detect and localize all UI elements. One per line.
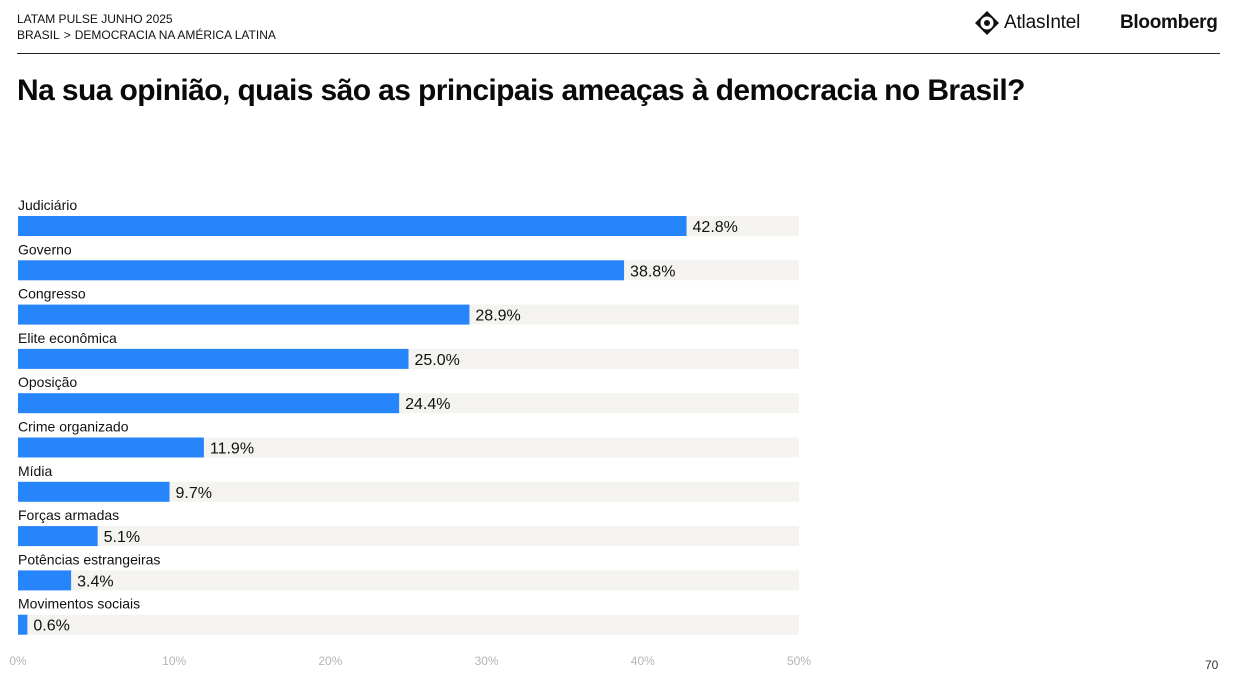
value-label: 9.7%: [176, 485, 212, 502]
header-divider: [17, 53, 1220, 54]
value-label: 3.4%: [77, 573, 113, 590]
bar: [18, 260, 625, 281]
bar: [18, 348, 409, 369]
bar: [18, 393, 400, 414]
category-label: Congresso: [18, 286, 86, 302]
value-label: 0.6%: [33, 618, 69, 635]
x-tick-label: 30%: [475, 654, 499, 668]
atlasintel-wordmark: AtlasIntel: [1004, 12, 1081, 33]
page-title: Na sua opinião, quais são as principais …: [17, 74, 1025, 107]
category-label: Elite econômica: [18, 330, 117, 346]
bar-track: [18, 437, 799, 458]
value-label: 5.1%: [104, 529, 140, 546]
category-label: Oposição: [18, 374, 77, 390]
category-label: Movimentos sociais: [18, 596, 140, 612]
bloomberg-logo: Bloomberg: [1120, 12, 1218, 33]
value-label: 28.9%: [475, 308, 520, 325]
value-label: 11.9%: [210, 441, 254, 458]
category-label: Judiciário: [18, 197, 77, 213]
bar: [18, 481, 170, 502]
bar-track: [18, 614, 799, 635]
category-label: Forças armadas: [18, 507, 119, 523]
value-label: 38.8%: [630, 263, 675, 280]
category-label: Governo: [18, 241, 72, 257]
breadcrumb-item-section[interactable]: DEMOCRACIA NA AMÉRICA LATINA: [74, 28, 276, 42]
bar: [18, 526, 98, 547]
x-tick-label: 20%: [318, 654, 342, 668]
bar: [18, 614, 28, 635]
x-tick-label: 10%: [162, 654, 186, 668]
atlasintel-mark-icon: [975, 11, 999, 35]
bar-track: [18, 526, 799, 547]
report-title: LATAM PULSE JUNHO 2025: [17, 12, 173, 26]
page-number: 70: [1205, 658, 1219, 672]
value-label: 24.4%: [405, 396, 450, 413]
category-label: Crime organizado: [18, 419, 129, 435]
category-label: Potências estrangeiras: [18, 551, 160, 567]
atlasintel-logo: AtlasIntel: [974, 10, 1080, 36]
bar: [18, 216, 687, 236]
x-tick-label: 0%: [9, 654, 27, 668]
value-label: 25.0%: [415, 352, 460, 369]
category-label: Mídia: [18, 463, 52, 479]
bar-track: [18, 481, 799, 502]
bar: [18, 437, 204, 458]
breadcrumb: BRASIL > DEMOCRACIA NA AMÉRICA LATINA: [17, 27, 276, 43]
bar: [18, 570, 72, 591]
breadcrumb-separator: >: [63, 28, 71, 42]
header-meta: LATAM PULSE JUNHO 2025 BRASIL > DEMOCRACIA…: [17, 11, 276, 43]
bar: [18, 304, 470, 325]
x-tick-label: 40%: [631, 654, 655, 668]
breadcrumb-item-country[interactable]: BRASIL: [17, 28, 60, 42]
x-tick-label: 50%: [787, 654, 811, 668]
value-label: 42.8%: [693, 219, 738, 236]
bar-track: [18, 570, 799, 591]
